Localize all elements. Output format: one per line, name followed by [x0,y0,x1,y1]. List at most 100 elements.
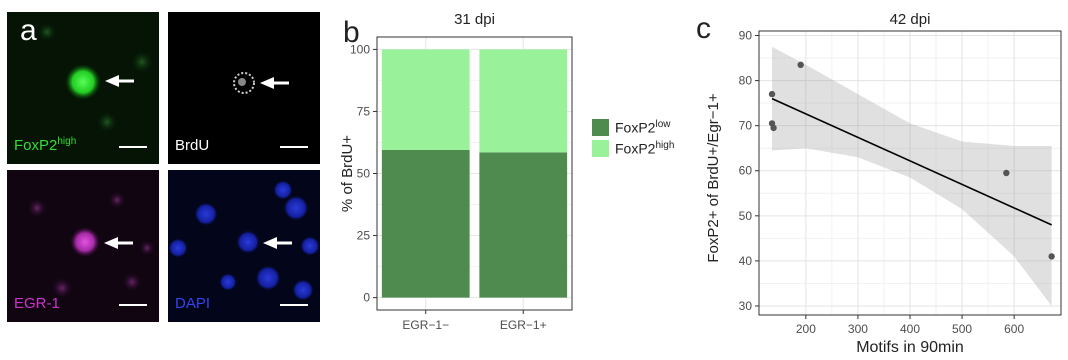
nucleus [168,238,188,258]
panel-letter-a: a [20,14,37,47]
micro-foxp2-tile: FoxP2high [7,12,159,164]
y-tick-label: 90 [739,29,753,43]
dim-cell [122,272,142,292]
labeled-cell [65,64,101,100]
panel-letter-b: b [343,16,360,49]
bar-segment [381,49,470,150]
confidence-band [772,46,1052,306]
data-point [1003,169,1010,177]
y-tick-label: 40 [739,254,753,268]
brdu-image [233,72,289,94]
chart-c-ylabel: FoxP2+ of BrdU+/Egr−1+ [705,93,722,263]
chart-c-xlabel: Motifs in 90min [856,339,964,356]
foxp2-label-sup: high [57,136,77,147]
arrow-icon [263,237,277,249]
legend-item: FoxP2high [592,138,674,159]
scale-bar [119,146,147,148]
y-tick-label: 80 [739,74,753,88]
dapi-label-main: DAPI [175,295,211,312]
bar-segment [479,49,568,153]
arrow-icon-shaft [116,241,133,245]
nucleus [300,236,320,256]
x-tick-label: 500 [952,322,972,336]
legend-label: FoxP2high [615,140,675,157]
egr1-label-main: EGR-1 [14,295,60,312]
scale-bar [119,304,147,306]
arrow-icon [260,77,274,89]
regression-line [771,97,1052,226]
egr1-image [27,191,155,299]
dim-cell [130,50,154,74]
data-point [770,124,777,132]
y-tick-label: 70 [739,119,753,133]
y-tick-label: 0 [363,291,370,305]
chart-b-ylabel: % of BrdU+ [339,135,356,212]
y-tick-label: 50 [739,209,753,223]
egr1-label: EGR-1 [14,295,60,312]
plot-b-border [376,36,573,311]
nucleus [283,195,309,221]
plot-c-border [758,30,1062,316]
data-point [797,61,804,69]
dapi-label: DAPI [175,295,210,312]
foxp2-label: FoxP2high [14,136,76,154]
nucleus [236,230,260,254]
micro-egr1-tile: EGR-1 [7,170,159,322]
brdu-label: BrdU [175,137,209,154]
brdu-nucleus [233,72,255,94]
dim-cell [51,277,73,299]
y-tick-label: 100 [350,42,370,56]
legend-item: FoxP2low [592,117,674,138]
arrow-icon-shaft [272,81,289,85]
x-tick-label: 200 [796,322,816,336]
micro-dapi-tile: DAPI [168,170,320,322]
x-tick-label: 400 [900,322,920,336]
legend-b: FoxP2low FoxP2high [592,117,674,159]
x-tick-label: 600 [1004,322,1024,336]
dim-cell [139,240,155,256]
y-tick-label: 30 [739,299,753,313]
panel-letter-c: c [696,12,711,45]
legend-swatch [592,140,609,157]
legend-label-sup: high [655,140,675,152]
nucleus [219,273,237,291]
nucleus [255,265,281,291]
brdu-nucleus-core [238,78,246,86]
y-tick-label: 60 [739,164,753,178]
scale-bar [280,304,308,306]
x-tick-label: 300 [848,322,868,336]
chart-c-title: 42 dpi [890,11,931,28]
brdu-label-main: BrdU [175,137,210,154]
dim-cell [108,191,126,209]
legend-swatch [592,119,609,136]
chart-b-title: 31 dpi [454,11,495,28]
arrow-icon [105,75,119,87]
bar-segment [479,152,568,298]
x-tick-label: EGR−1+ [500,318,547,332]
arrow-icon [104,237,118,249]
y-tick-label: 25 [357,229,371,243]
y-tick-label: 50 [357,167,371,181]
dim-cell [37,22,57,42]
labeled-cell [70,227,100,257]
dapi-image [168,180,320,301]
dim-cell [27,198,47,218]
arrow-icon-shaft [117,79,134,83]
data-point [768,90,776,98]
bar-segment [381,149,470,298]
chart-b: 0 25 50 75 100 EGR−1− EGR−1+ 31 dpi % of BrdU+ [339,11,573,332]
foxp2-image [37,22,154,133]
arrow-icon-shaft [275,241,292,245]
nucleus [292,279,314,301]
x-tick-label: EGR−1− [402,318,449,332]
legend-label: FoxP2low [615,119,671,136]
legend-label-sup: low [655,119,671,131]
micro-brdu-tile: BrdU [168,12,320,164]
foxp2-label-main: FoxP2 [14,137,58,154]
dim-cell [96,111,118,133]
scale-bar [280,146,308,148]
chart-c: 30 40 50 60 70 80 90 200 300 400 500 600 42 dpi Motif… [705,11,1062,356]
nucleus [273,180,293,200]
y-tick-label: 75 [357,104,371,118]
data-point [1048,253,1055,260]
